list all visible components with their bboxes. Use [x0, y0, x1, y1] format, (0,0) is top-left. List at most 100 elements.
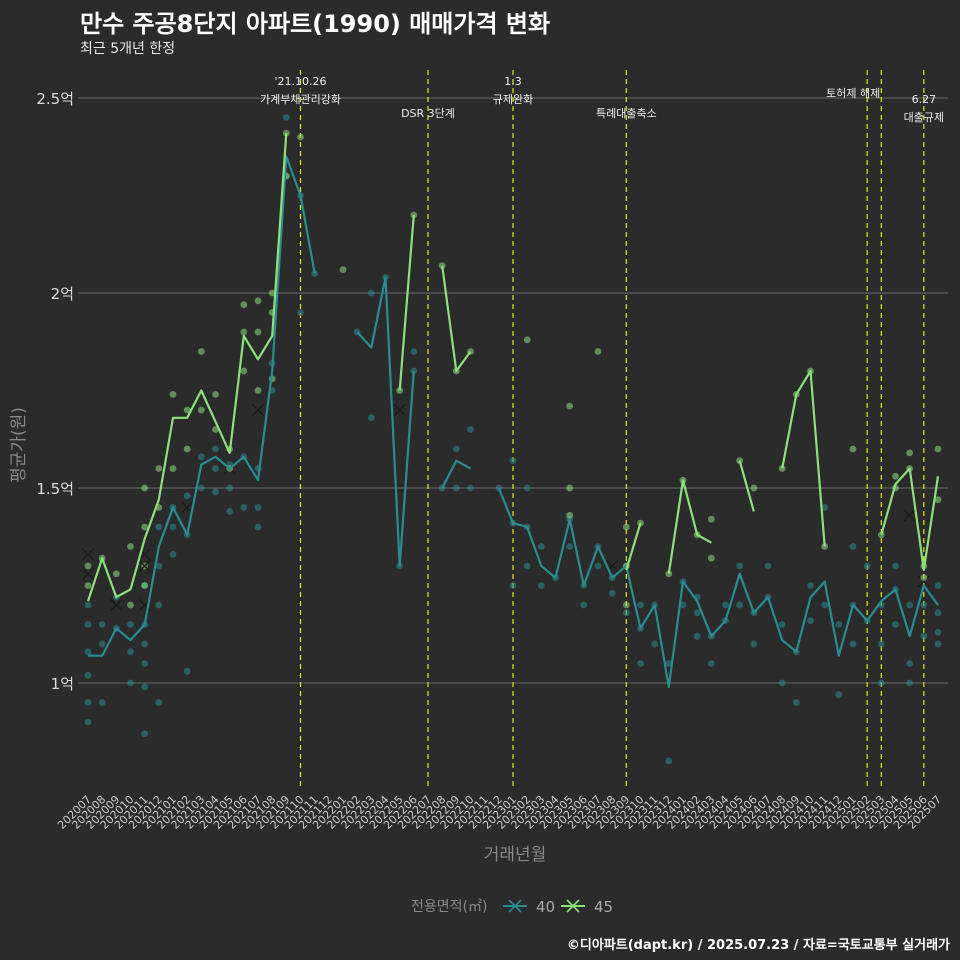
scatter-point-45 — [254, 387, 262, 394]
scatter-point-40 — [778, 621, 786, 628]
scatter-point-45 — [566, 511, 574, 519]
scatter-point-40 — [367, 414, 375, 422]
scatter-point-40 — [297, 309, 304, 316]
scatter-point-40 — [750, 640, 758, 648]
scatter-point-45 — [169, 391, 177, 398]
scatter-point-40 — [637, 660, 644, 667]
scatter-point-40 — [141, 683, 149, 691]
event-label: '21.10.26 — [274, 75, 326, 88]
scatter-point-45 — [339, 266, 347, 273]
legend-title: 전용면적(㎡) — [411, 899, 487, 915]
scatter-point-40 — [509, 582, 517, 589]
scatter-point-40 — [537, 543, 545, 550]
series-line-40 — [88, 155, 939, 688]
chart-subtitle: 최근 5개년 한정 — [80, 41, 176, 57]
y-tick-label: 1억 — [51, 675, 74, 693]
scatter-point-40 — [707, 660, 715, 667]
scatter-point-45 — [736, 457, 744, 465]
scatter-point-40 — [920, 632, 928, 640]
scatter-point-40 — [212, 488, 219, 496]
scatter-point-40 — [155, 601, 163, 609]
y-tick-label: 2억 — [51, 285, 74, 303]
scatter-point-40 — [141, 660, 149, 667]
scatter-point-40 — [212, 445, 219, 453]
scatter-point-45 — [707, 515, 715, 523]
scatter-point-45 — [920, 574, 928, 582]
scatter-point-40 — [127, 679, 134, 687]
scatter-point-40 — [84, 699, 92, 706]
scatter-point-40 — [212, 465, 219, 472]
scatter-point-40 — [141, 640, 149, 648]
event-label: 대출규제 — [904, 111, 944, 124]
event-label: 가계부채관리강화 — [260, 93, 341, 106]
scatter-point-40 — [197, 453, 205, 461]
scatter-point-45 — [849, 445, 857, 453]
scatter-point-45 — [707, 554, 715, 562]
scatter-point-45 — [240, 328, 248, 336]
scatter-point-40 — [934, 628, 942, 636]
line-layer — [86, 133, 940, 688]
scatter-point-40 — [84, 601, 92, 609]
scatter-point-40 — [282, 114, 290, 121]
scatter-point-40 — [98, 640, 106, 648]
scatter-point-40 — [183, 492, 191, 500]
scatter-point-45 — [892, 472, 899, 480]
scatter-point-40 — [183, 667, 191, 675]
scatter-point-45 — [84, 562, 92, 570]
cross-mark-45 — [252, 404, 264, 416]
scatter-point-40 — [127, 648, 134, 656]
scatter-point-40 — [467, 426, 474, 433]
scatter-point-40 — [367, 289, 375, 297]
scatter-point-45 — [197, 406, 205, 414]
scatter-point-40 — [537, 582, 545, 589]
event-label: 1.3 — [504, 75, 522, 88]
scatter-point-40 — [934, 640, 942, 648]
axis-layer: 1억1.5억2억2.5억2020072020082020092020102020… — [36, 90, 944, 832]
scatter-point-40 — [849, 640, 857, 648]
scatter-point-45 — [396, 387, 404, 394]
scatter-point-40 — [892, 621, 899, 628]
legend: 전용면적(㎡) 40 45 — [411, 898, 613, 916]
scatter-point-45 — [155, 465, 163, 472]
event-label: 토허제 해제 — [826, 86, 880, 100]
legend-label-45: 45 — [594, 898, 613, 916]
scatter-point-40 — [155, 562, 163, 570]
scatter-point-40 — [141, 730, 149, 738]
scatter-layer — [82, 114, 942, 765]
scatter-point-40 — [877, 679, 885, 687]
scatter-point-45 — [523, 336, 531, 344]
scatter-point-45 — [127, 601, 134, 609]
scatter-point-40 — [651, 640, 659, 648]
scatter-point-40 — [523, 562, 531, 570]
scatter-point-45 — [112, 570, 120, 578]
event-label: 6.27 — [912, 93, 937, 106]
scatter-point-40 — [254, 504, 262, 511]
x-axis-label: 거래년월 — [484, 845, 547, 865]
scatter-point-45 — [934, 496, 942, 504]
scatter-point-45 — [906, 449, 914, 457]
scatter-point-40 — [835, 621, 843, 628]
scatter-point-40 — [410, 367, 418, 375]
scatter-point-40 — [821, 601, 829, 609]
scatter-point-45 — [141, 582, 149, 589]
series-line-45 — [86, 133, 940, 602]
scatter-point-40 — [778, 679, 786, 687]
scatter-point-40 — [807, 582, 814, 589]
scatter-point-40 — [84, 718, 92, 726]
cross-mark-45 — [138, 560, 151, 572]
scatter-point-40 — [197, 484, 205, 492]
scatter-point-40 — [467, 484, 474, 492]
scatter-point-40 — [169, 550, 177, 558]
scatter-point-40 — [835, 691, 843, 699]
scatter-point-45 — [183, 445, 191, 453]
scatter-point-40 — [84, 671, 92, 679]
scatter-point-40 — [693, 632, 701, 640]
scatter-point-45 — [410, 211, 418, 219]
scatter-point-40 — [622, 609, 630, 617]
scatter-point-40 — [821, 504, 829, 511]
scatter-point-40 — [906, 601, 914, 609]
scatter-point-45 — [197, 348, 205, 355]
scatter-point-40 — [155, 523, 163, 531]
scatter-point-40 — [849, 543, 857, 550]
scatter-point-40 — [127, 621, 134, 628]
